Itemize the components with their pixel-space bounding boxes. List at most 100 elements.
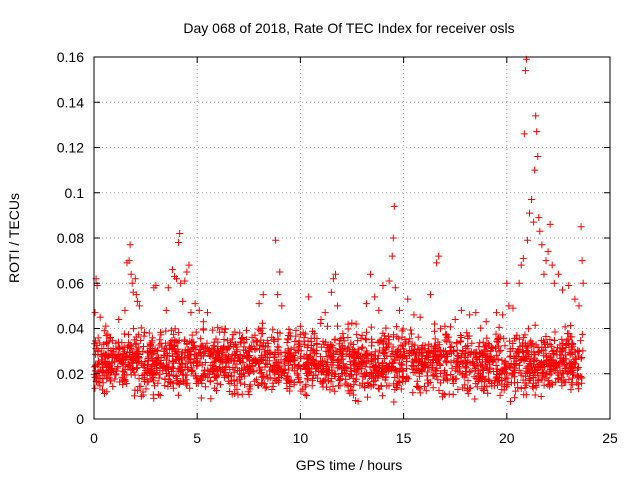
data-point — [140, 332, 148, 340]
data-point — [385, 277, 393, 285]
data-point — [239, 369, 247, 377]
data-point — [126, 241, 134, 249]
data-point — [185, 261, 193, 269]
data-point — [382, 324, 390, 332]
data-point — [162, 327, 170, 335]
data-point — [550, 279, 558, 287]
data-point — [575, 302, 583, 310]
data-point — [116, 378, 124, 386]
data-point — [399, 325, 407, 333]
data-point — [220, 366, 228, 374]
data-point — [171, 325, 179, 333]
data-point — [450, 357, 458, 365]
data-point — [549, 362, 557, 370]
data-point — [416, 389, 424, 397]
y-tick-label: 0.06 — [57, 275, 84, 291]
data-point — [177, 279, 185, 287]
data-point — [446, 323, 454, 331]
data-point — [241, 363, 249, 371]
data-point — [477, 324, 485, 332]
data-point — [542, 257, 550, 265]
data-point — [231, 364, 239, 372]
data-point — [160, 362, 168, 370]
data-point — [461, 353, 469, 361]
data-point — [521, 384, 529, 392]
data-point — [535, 349, 543, 357]
data-point — [132, 291, 140, 299]
data-point — [424, 368, 432, 376]
data-point — [210, 345, 218, 353]
data-point — [408, 330, 416, 338]
data-point — [405, 349, 413, 357]
data-point — [366, 372, 374, 380]
data-point — [362, 300, 370, 308]
data-point — [91, 367, 99, 375]
data-point — [577, 223, 585, 231]
data-point — [327, 346, 335, 354]
data-point — [354, 362, 362, 370]
data-point — [498, 386, 506, 394]
data-point — [422, 387, 430, 395]
data-point — [143, 378, 151, 386]
data-point — [227, 355, 235, 363]
data-point — [137, 324, 145, 332]
data-point — [312, 371, 320, 379]
data-point — [331, 387, 339, 395]
data-point — [532, 341, 540, 349]
data-point — [99, 386, 107, 394]
data-point — [175, 380, 183, 388]
data-point — [416, 313, 424, 321]
data-point — [550, 337, 558, 345]
data-point — [137, 337, 145, 345]
data-point — [218, 348, 226, 356]
data-point — [474, 355, 482, 363]
data-point — [339, 345, 347, 353]
data-point — [295, 347, 303, 355]
data-point — [192, 328, 200, 336]
data-point — [457, 306, 465, 314]
data-point — [423, 352, 431, 360]
data-point — [562, 355, 570, 363]
data-point — [461, 371, 469, 379]
data-point — [126, 341, 134, 349]
data-point — [132, 365, 140, 373]
data-point — [381, 332, 389, 340]
data-point — [234, 391, 242, 399]
data-point — [183, 340, 191, 348]
data-point — [517, 356, 525, 364]
data-point — [350, 353, 358, 361]
data-point — [428, 359, 436, 367]
data-point — [96, 339, 104, 347]
data-point — [228, 351, 236, 359]
data-point — [429, 372, 437, 380]
data-point — [538, 369, 546, 377]
data-point — [492, 330, 500, 338]
data-point — [141, 328, 149, 336]
data-point — [257, 336, 265, 344]
data-point — [327, 288, 335, 296]
data-point — [572, 356, 580, 364]
data-point — [224, 337, 232, 345]
data-point — [111, 358, 119, 366]
data-point — [167, 326, 175, 334]
data-point — [390, 398, 398, 406]
data-point — [286, 387, 294, 395]
data-point — [102, 351, 110, 359]
data-point — [125, 257, 133, 265]
data-point — [295, 341, 303, 349]
data-point — [410, 311, 418, 319]
data-point — [258, 379, 266, 387]
data-point — [395, 368, 403, 376]
data-point — [291, 337, 299, 345]
data-point — [432, 366, 440, 374]
data-point — [432, 351, 440, 359]
data-point — [534, 377, 542, 385]
data-point — [154, 379, 162, 387]
data-point — [345, 352, 353, 360]
data-point — [179, 371, 187, 379]
data-point — [191, 342, 199, 350]
data-point — [195, 306, 203, 314]
data-point — [484, 389, 492, 397]
data-point — [272, 236, 280, 244]
data-point — [115, 343, 123, 351]
